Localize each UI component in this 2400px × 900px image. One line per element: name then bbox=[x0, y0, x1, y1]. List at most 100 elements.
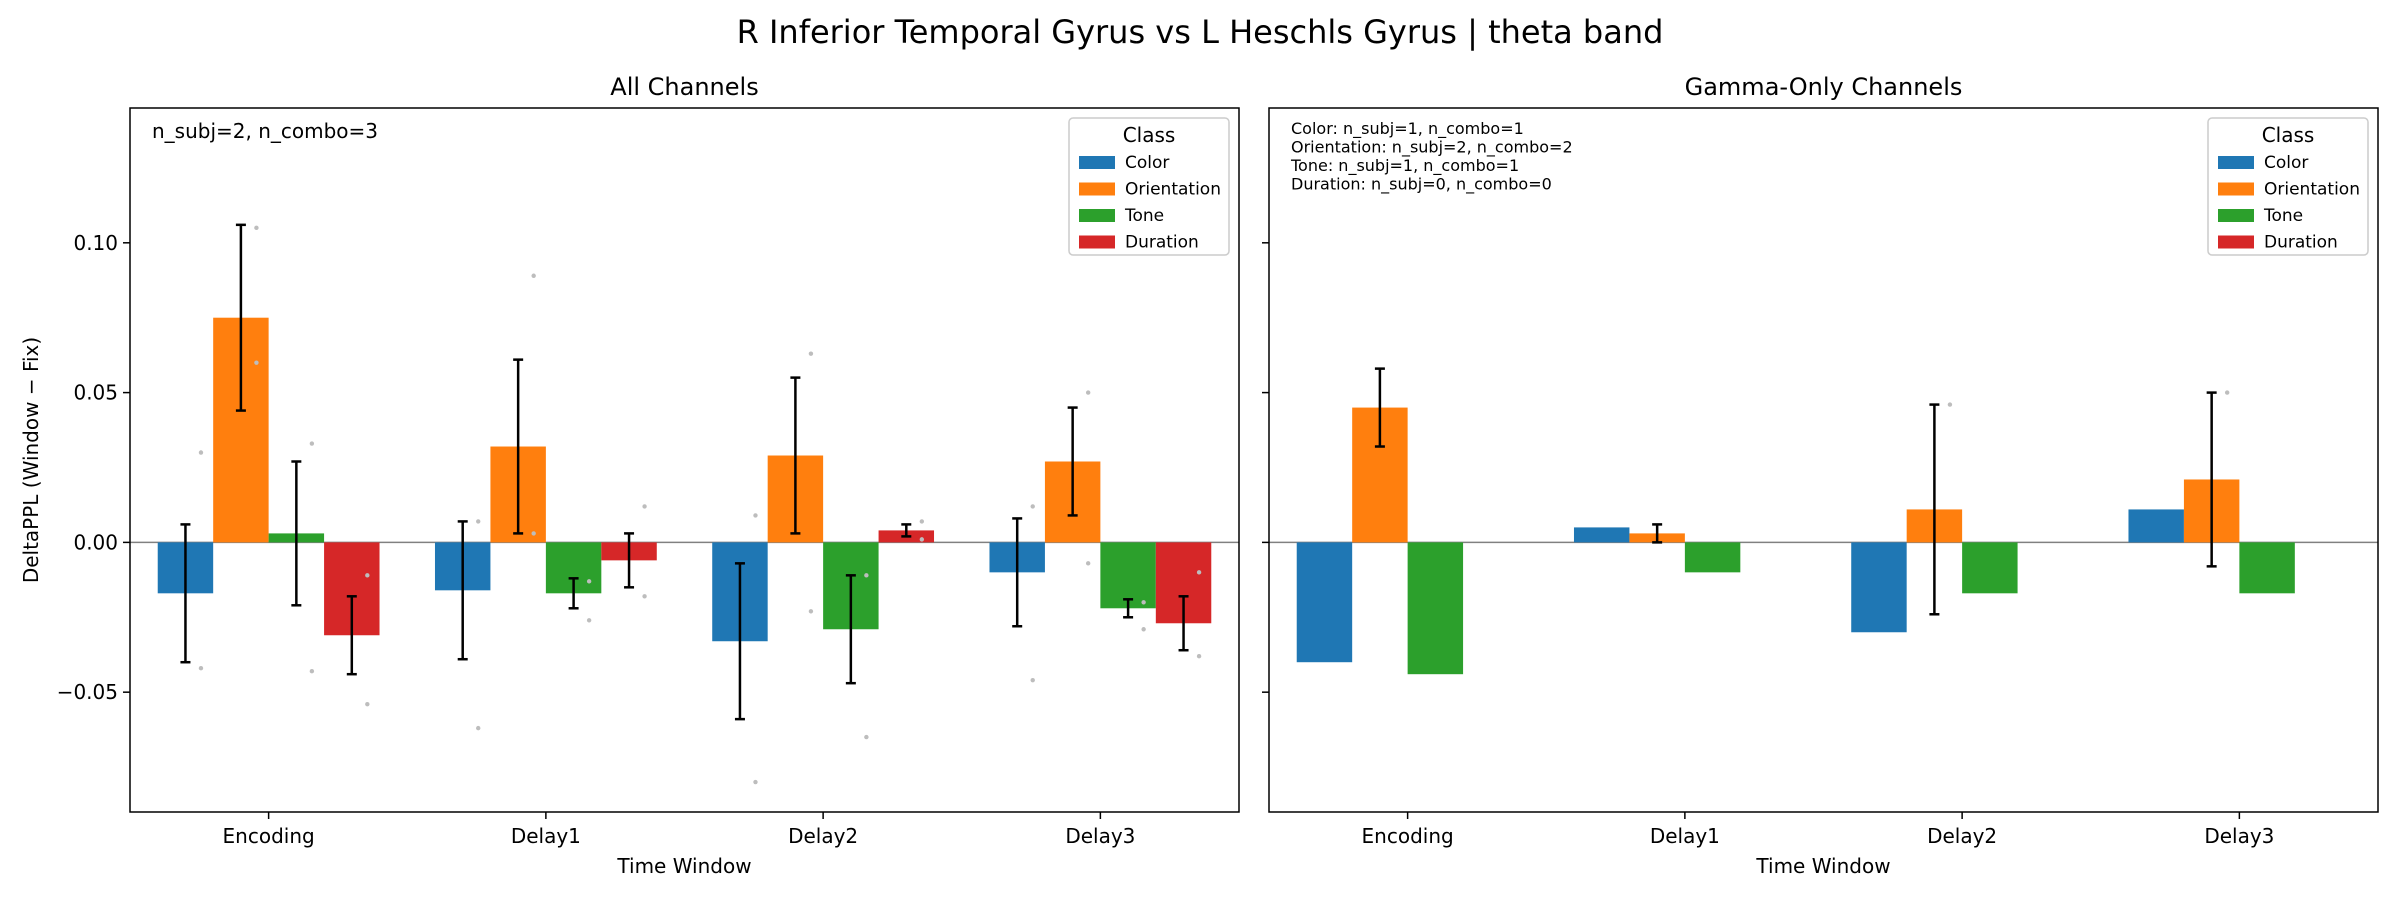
x-tick-label: Delay3 bbox=[2204, 824, 2274, 848]
error-bar bbox=[790, 376, 801, 535]
data-point bbox=[365, 701, 370, 707]
x-tick-label: Encoding bbox=[1362, 824, 1454, 848]
x-axis-label: Time Window bbox=[1755, 854, 1890, 878]
x-tick-label: Delay1 bbox=[1650, 824, 1720, 848]
data-point bbox=[1141, 600, 1146, 605]
error-bar bbox=[1123, 598, 1134, 619]
data-point bbox=[808, 351, 814, 356]
legend-swatch-color bbox=[1079, 156, 1115, 169]
error-bar bbox=[2206, 391, 2217, 568]
bar-tone-delay3 bbox=[2239, 542, 2295, 594]
annotation-line: Tone: n_subj=1, n_combo=1 bbox=[1290, 156, 1519, 176]
data-point bbox=[1141, 627, 1146, 632]
data-point bbox=[476, 725, 481, 731]
data-point bbox=[808, 609, 814, 614]
legend-entry-color: Color bbox=[2264, 153, 2308, 173]
legend-entry-tone: Tone bbox=[1124, 206, 1164, 226]
y-tick-label: −0.05 bbox=[57, 680, 118, 704]
data-point bbox=[1030, 504, 1035, 509]
data-point bbox=[753, 779, 758, 785]
figure-title: R Inferior Temporal Gyrus vs L Heschls G… bbox=[737, 13, 1664, 51]
legend-swatch-duration bbox=[1079, 235, 1115, 249]
legend-swatch-tone bbox=[2218, 209, 2254, 222]
error-bar bbox=[1374, 367, 1385, 448]
bar-color-delay3 bbox=[2128, 509, 2184, 543]
data-point bbox=[309, 441, 315, 446]
annotation-line: Duration: n_subj=0, n_combo=0 bbox=[1291, 175, 1552, 195]
error-bar bbox=[845, 574, 856, 685]
error-bar bbox=[235, 223, 246, 412]
legend-entry-orientation: Orientation bbox=[2264, 180, 2360, 200]
data-point bbox=[586, 618, 592, 623]
error-bar bbox=[346, 595, 357, 676]
data-point bbox=[1030, 677, 1035, 683]
legend: Class Color Orientation Tone Duration bbox=[1068, 117, 1230, 256]
legend-title: Class bbox=[1123, 123, 1176, 147]
bar-color-delay2 bbox=[1851, 542, 1907, 633]
annotation: n_subj=2, n_combo=3 bbox=[152, 119, 378, 143]
data-point bbox=[919, 519, 925, 524]
data-point bbox=[531, 531, 536, 536]
bar-tone-delay1 bbox=[1684, 542, 1741, 573]
legend-swatch-duration bbox=[2218, 235, 2254, 249]
error-bar bbox=[513, 358, 524, 535]
data-point bbox=[309, 669, 315, 674]
data-point bbox=[642, 504, 647, 509]
x-axis-label: Time Window bbox=[616, 854, 751, 878]
legend-swatch-orientation bbox=[2218, 182, 2254, 196]
data-point bbox=[198, 666, 204, 671]
error-bar bbox=[291, 460, 302, 607]
legend-entry-duration: Duration bbox=[1125, 233, 1199, 253]
data-point bbox=[1085, 561, 1091, 566]
y-axis-label: DeltaPPL (Window − Fix) bbox=[19, 337, 43, 583]
data-point bbox=[919, 537, 925, 542]
error-bar bbox=[457, 520, 468, 661]
data-point bbox=[1085, 390, 1091, 395]
error-bar bbox=[568, 577, 579, 610]
bar-color-encoding bbox=[1296, 542, 1353, 663]
bar-tone-delay2 bbox=[1962, 542, 2018, 594]
data-point bbox=[864, 573, 869, 578]
axes-frame bbox=[1268, 107, 2379, 813]
data-point bbox=[254, 225, 259, 231]
panel-title: Gamma-Only Channels bbox=[1685, 73, 1963, 101]
y-tick-label: 0.05 bbox=[73, 381, 118, 405]
error-bar bbox=[1929, 403, 1940, 616]
x-tick-label: Delay2 bbox=[788, 824, 858, 848]
data-point bbox=[254, 360, 259, 365]
data-point bbox=[531, 273, 536, 278]
data-point bbox=[198, 450, 204, 455]
data-point bbox=[1196, 570, 1202, 575]
data-point bbox=[864, 734, 869, 740]
x-tick-label: Encoding bbox=[223, 824, 315, 848]
x-tick-label: Delay1 bbox=[511, 824, 581, 848]
annotation-line: Orientation: n_subj=2, n_combo=2 bbox=[1291, 138, 1573, 158]
legend-entry-orientation: Orientation bbox=[1125, 180, 1221, 200]
error-bar bbox=[1012, 517, 1023, 628]
axes-frame bbox=[129, 107, 1240, 813]
data-point bbox=[1196, 654, 1202, 659]
error-bar bbox=[734, 562, 745, 721]
legend-entry-tone: Tone bbox=[2263, 206, 2303, 226]
legend-swatch-tone bbox=[1079, 209, 1115, 222]
x-tick-label: Delay3 bbox=[1065, 824, 1135, 848]
y-tick-label: 0.10 bbox=[73, 231, 118, 255]
data-point bbox=[586, 579, 592, 584]
error-bar bbox=[1067, 406, 1078, 517]
data-point bbox=[1947, 402, 1953, 407]
y-tick-label: 0.00 bbox=[73, 530, 118, 554]
bar-color-delay1 bbox=[1573, 527, 1630, 543]
legend-swatch-color bbox=[2218, 156, 2254, 169]
error-bar bbox=[180, 523, 191, 664]
bar-tone-encoding bbox=[1407, 542, 1464, 675]
error-bar bbox=[624, 532, 635, 589]
bar-tone-delay3 bbox=[1100, 542, 1156, 609]
chart-panel-1: All Channels −0.05 0.00 0.05 0.10 Encoding Del… bbox=[19, 73, 1240, 878]
legend-entry-color: Color bbox=[1125, 153, 1169, 173]
error-bar bbox=[901, 523, 912, 538]
annotation-line: Color: n_subj=1, n_combo=1 bbox=[1291, 119, 1524, 139]
data-point bbox=[753, 513, 758, 518]
panel-title: All Channels bbox=[610, 73, 758, 101]
data-point bbox=[476, 519, 481, 524]
error-bar bbox=[1178, 595, 1189, 652]
